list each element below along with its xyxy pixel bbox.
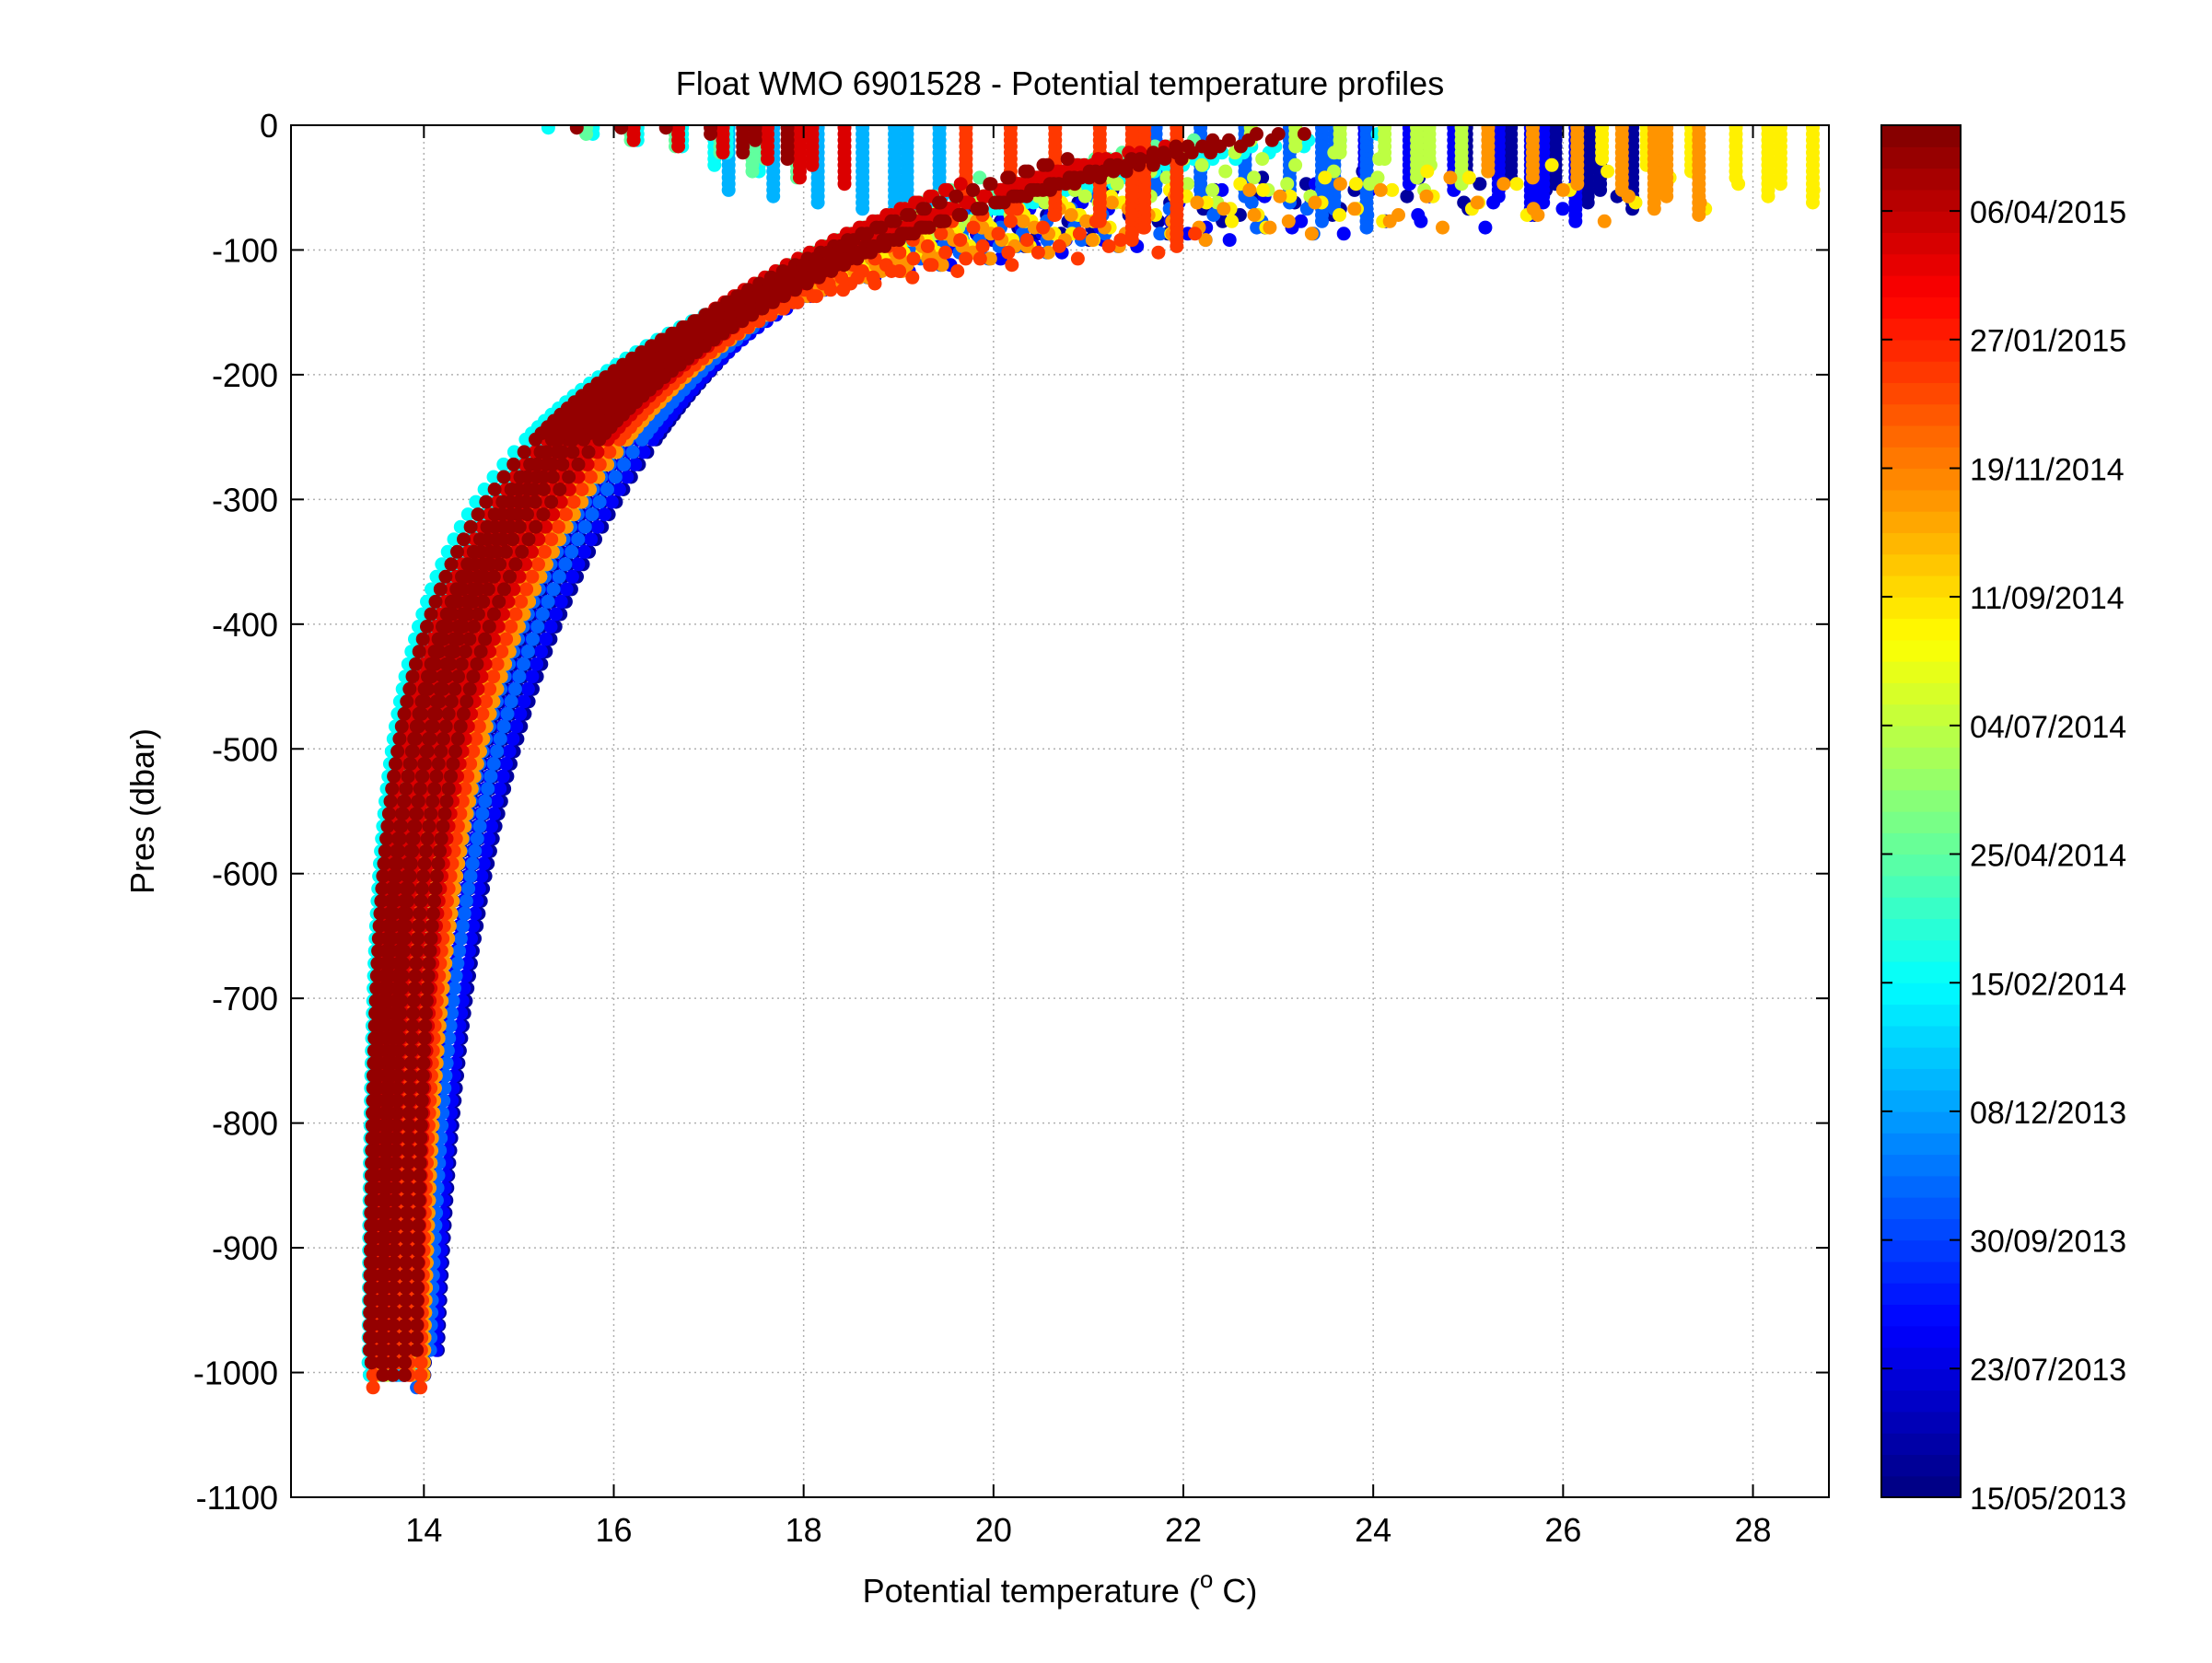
data-point (456, 919, 470, 933)
data-point (499, 757, 513, 771)
data-point (1223, 233, 1237, 247)
data-point (584, 532, 598, 546)
data-point (1581, 196, 1595, 210)
data-point (481, 782, 495, 796)
data-point (549, 608, 563, 622)
data-point (517, 657, 530, 671)
data-point (509, 719, 523, 733)
data-point (508, 682, 522, 696)
data-point (1486, 196, 1500, 210)
data-point (612, 483, 626, 496)
data-point (1400, 190, 1414, 204)
data-point (539, 633, 553, 646)
data-point (449, 969, 463, 983)
data-point (490, 795, 504, 808)
data-point (454, 932, 468, 946)
data-point (560, 582, 574, 596)
data-point (558, 557, 572, 571)
data-point (571, 532, 585, 546)
data-point (536, 608, 550, 622)
data-point (512, 669, 526, 683)
data-point (487, 757, 501, 771)
data-point (1337, 227, 1351, 240)
data-point (518, 694, 531, 708)
data-point (586, 507, 600, 521)
data-point (501, 707, 515, 721)
data-point (466, 856, 480, 870)
data-point (530, 620, 544, 634)
data-point (598, 507, 611, 521)
data-point (490, 745, 504, 759)
data-point (478, 795, 492, 808)
data-point (475, 807, 489, 820)
data-point (600, 483, 614, 496)
data-point (1414, 215, 1427, 228)
data-point (565, 570, 579, 584)
data-point (609, 471, 623, 484)
data-point (1556, 202, 1570, 215)
data-point (452, 944, 466, 958)
data-point (506, 732, 519, 746)
data-point (571, 557, 585, 571)
data-point (722, 183, 736, 197)
data-point (1568, 215, 1582, 228)
data-point (553, 570, 566, 584)
data-point (473, 820, 487, 833)
data-point (493, 782, 506, 796)
data-point (1245, 196, 1259, 210)
data-point (590, 520, 604, 534)
data-point (458, 907, 472, 921)
data-point (450, 957, 464, 971)
data-point (503, 745, 517, 759)
data-point (496, 770, 510, 784)
data-point (554, 595, 568, 609)
data-point (1593, 183, 1607, 197)
data-point (461, 882, 475, 896)
data-point (463, 869, 477, 883)
data-point (521, 645, 535, 658)
data-point (1478, 221, 1492, 235)
data-point (541, 595, 555, 609)
data-point (544, 620, 558, 634)
data-point (617, 458, 631, 471)
data-point (1315, 215, 1329, 228)
data-point (707, 158, 721, 172)
data-point (578, 520, 592, 534)
data-point (766, 190, 780, 204)
data-point (471, 832, 484, 845)
data-point (494, 732, 507, 746)
data-point (577, 545, 591, 559)
data-point (497, 719, 511, 733)
data-point (1360, 221, 1374, 235)
data-point (526, 633, 540, 646)
data-point (468, 844, 482, 858)
data-point (483, 770, 497, 784)
data-point (521, 682, 535, 696)
data-point (547, 582, 561, 596)
data-point (605, 495, 619, 509)
data-point (530, 657, 543, 671)
data-point (811, 196, 825, 210)
data-point (460, 894, 473, 908)
data-point (505, 694, 518, 708)
data-point (534, 645, 548, 658)
data-point (626, 445, 640, 459)
data-point (513, 707, 527, 721)
data-point (593, 495, 607, 509)
data-point (525, 669, 539, 683)
data-point (565, 545, 578, 559)
data-point (856, 202, 869, 215)
